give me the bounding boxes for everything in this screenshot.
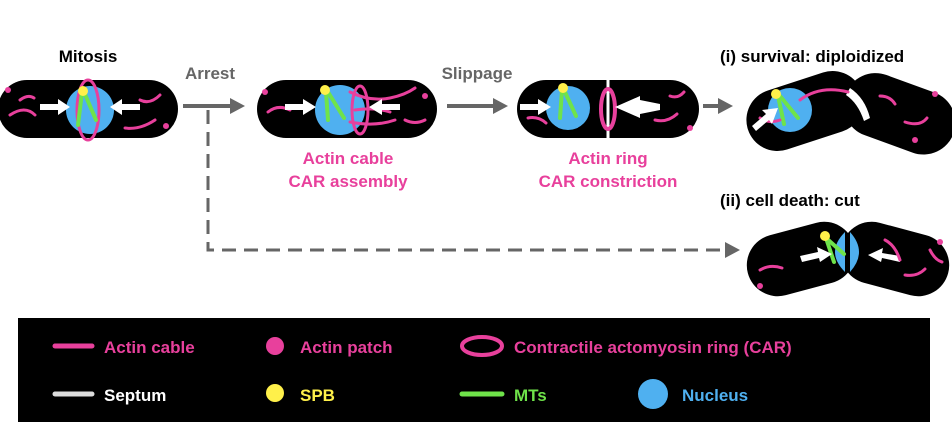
stage-label: Mitosis bbox=[59, 47, 118, 66]
legend-label: Contractile actomyosin ring (CAR) bbox=[514, 338, 792, 357]
annotation: Actin cable bbox=[303, 149, 394, 168]
arrow bbox=[703, 98, 733, 114]
legend-label: Nucleus bbox=[682, 386, 748, 405]
cell bbox=[257, 80, 437, 138]
arrow bbox=[447, 98, 508, 114]
annotation: Actin ring bbox=[568, 149, 647, 168]
annotation: CAR assembly bbox=[288, 172, 408, 191]
arrow bbox=[183, 98, 245, 114]
stage-label: Slippage bbox=[442, 64, 513, 83]
legend: Actin cable Actin patch Contractile acto… bbox=[18, 318, 930, 422]
stage-label: (i) survival: diploidized bbox=[720, 47, 904, 66]
cell bbox=[746, 221, 950, 297]
dashed-arrow bbox=[206, 110, 740, 258]
cell bbox=[517, 80, 699, 138]
cell bbox=[746, 71, 952, 155]
legend-label: SPB bbox=[300, 386, 335, 405]
legend-label: MTs bbox=[514, 386, 547, 405]
cell bbox=[0, 78, 178, 142]
stage-label: Arrest bbox=[185, 64, 235, 83]
legend-label: Septum bbox=[104, 386, 166, 405]
legend-label: Actin cable bbox=[104, 338, 195, 357]
legend-label: Actin patch bbox=[300, 338, 393, 357]
stage-label: (ii) cell death: cut bbox=[720, 191, 860, 210]
annotation: CAR constriction bbox=[539, 172, 678, 191]
